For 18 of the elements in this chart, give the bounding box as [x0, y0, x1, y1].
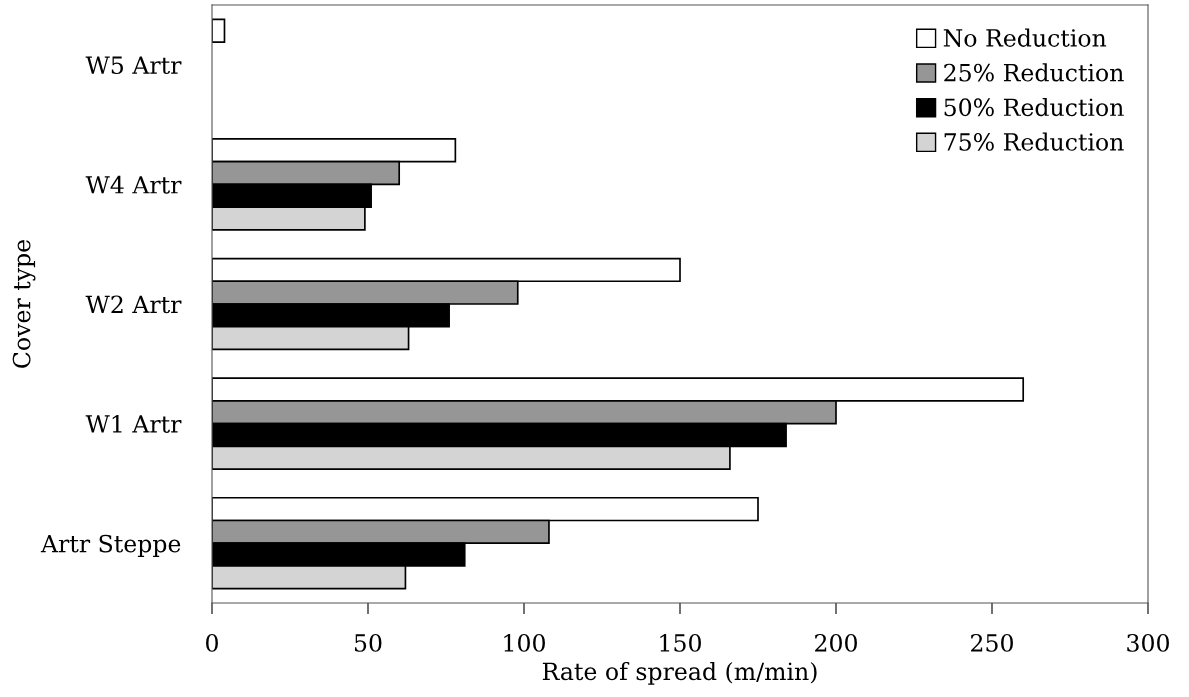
y-tick-label: W5 Artr [85, 56, 182, 75]
y-tick-label: W2 Artr [85, 295, 182, 314]
x-tick-label: 100 [504, 633, 545, 652]
x-tick-label: 250 [971, 633, 1013, 652]
legend-label: 25% Reduction [944, 63, 1124, 82]
x-axis-title: Rate of spread (m/min) [542, 661, 817, 685]
legend-label: No Reduction [943, 28, 1107, 47]
x-tick-label: 300 [1127, 633, 1169, 652]
legend-label: 50% Reduction [944, 97, 1124, 117]
x-tick-label: 150 [660, 633, 701, 652]
y-tick-label: W1 Artr [85, 415, 182, 433]
y-axis-title: Cover type [12, 240, 36, 368]
y-tick-label: W4 Artr [85, 175, 182, 194]
x-tick-label: 200 [815, 633, 857, 652]
x-tick-label: 0 [206, 633, 218, 652]
legend-label: 75% Reduction [944, 132, 1124, 151]
y-tick-label: Artr Steppe [40, 534, 181, 558]
x-tick-label: 50 [354, 633, 382, 652]
